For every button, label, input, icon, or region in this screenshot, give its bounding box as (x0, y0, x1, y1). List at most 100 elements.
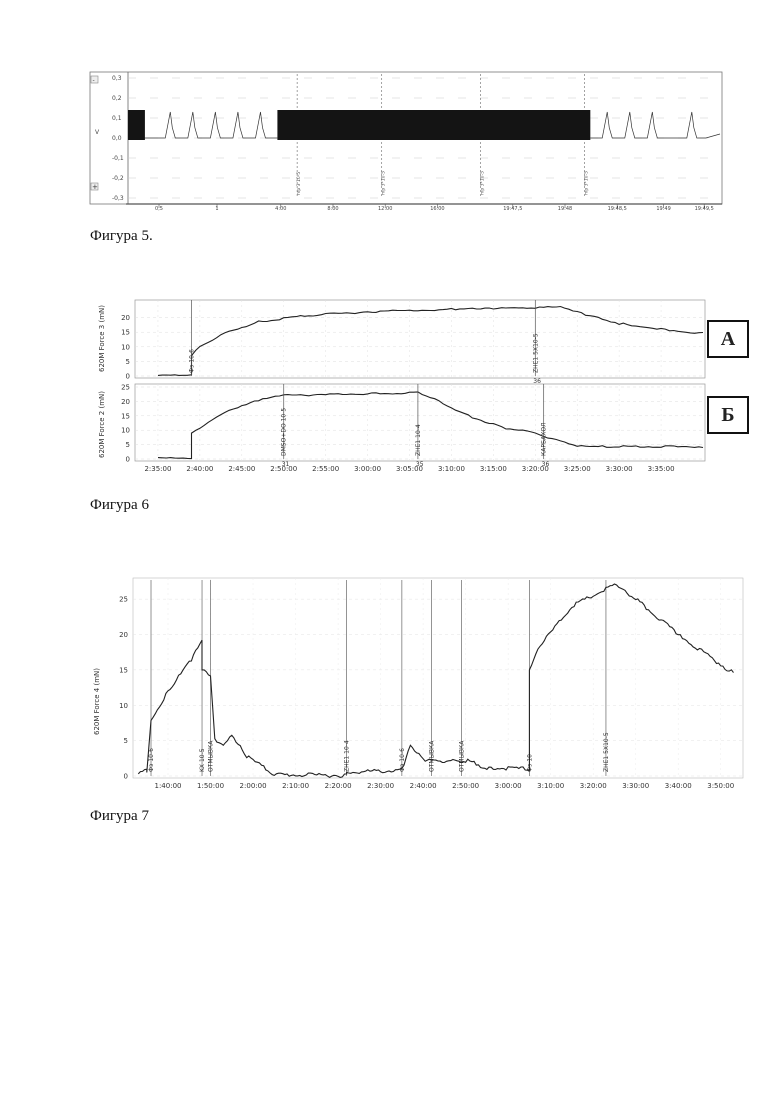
annotation-label: ОТМЫВКА (429, 740, 436, 772)
figure7-frame (133, 578, 743, 778)
figure7-caption: Фигура 7 (90, 808, 149, 825)
marker-label: mp 3*10-5 (584, 171, 590, 195)
figure6-ytick-labels: 051015200510152025 (121, 314, 130, 463)
ytick-label: 0 (124, 773, 128, 781)
xtick-label: 2:00:00 (240, 782, 267, 790)
figure6-panel-a-ylabel: 620M Force 3 (mN) (98, 305, 106, 372)
xtick-label: 3:30:00 (622, 782, 649, 790)
ytick-label: -0,3 (112, 195, 124, 202)
xtick-label: 3:20:00 (580, 782, 607, 790)
marker-label: mp 3*10-5 (381, 171, 387, 195)
annotation-label: Фэ 10-6 (189, 349, 196, 373)
xtick-label: 3:25:00 (564, 465, 591, 473)
marker-label: mp 3*10-5 (479, 171, 485, 195)
xtick-label: 3:00:00 (495, 782, 522, 790)
xtick-label: 3:10:00 (537, 782, 564, 790)
dense-block (128, 110, 145, 140)
xtick-label: 1:40:00 (155, 782, 182, 790)
annotation-number: 36 (533, 378, 541, 385)
figure6-panel-b-trace (158, 392, 703, 459)
xtick-label: 2:10:00 (282, 782, 309, 790)
xtick-label: 2:20:00 (325, 782, 352, 790)
xtick-label: 1 (215, 206, 218, 212)
ytick-label: -0,2 (112, 175, 124, 182)
xtick-label: 3:20:00 (522, 465, 549, 473)
ytick-label: -0,1 (112, 155, 124, 162)
annotation-label: ОТМЫВКА (208, 740, 215, 772)
annotation-label: ZHE1 5X10-5 (603, 732, 610, 772)
dense-block (277, 110, 590, 140)
ytick-label: 25 (119, 596, 128, 604)
xtick-label: 16:00 (430, 206, 444, 212)
ytick-label: 5 (126, 358, 130, 366)
ytick-label: 0,0 (112, 135, 122, 142)
figure6-panel-a-frame (135, 300, 705, 378)
xtick-label: 3:50:00 (707, 782, 734, 790)
xtick-label: 3:05:00 (396, 465, 423, 473)
ytick-label: 0 (126, 456, 130, 464)
xtick-label: 2:30:00 (367, 782, 394, 790)
figure7-annotations: Фэ 10-6KX 10-5ОТМЫВКАZHE1 10-4Фэ 10-6ОТМ… (148, 580, 610, 776)
marker-label: mp 3 10-5 (296, 172, 302, 195)
xtick-label: 2:40:00 (186, 465, 213, 473)
figure7-xtick-labels: 1:40:00 1:50:00 2:00:00 2:10:00 2:20:00 2:30:… (155, 782, 735, 790)
annotation-label: KX 10-5 (199, 748, 206, 772)
xtick-label: 4:00 (275, 206, 286, 212)
figure6-panel-a-letter: А (707, 320, 749, 358)
annotation-label: Фэ 10-6 (148, 748, 155, 772)
xtick-label: 8:00 (327, 206, 338, 212)
figure5-chart: V 0,30,20,10,0-0,1-0,2-0,3 - + mp 3 10-5… (90, 72, 722, 212)
figure7-ylabel: 620M Force 4 (mN) (93, 668, 101, 735)
xtick-label: 2:50:00 (270, 465, 297, 473)
annotation-label: КАРБАХОЛ (541, 422, 548, 456)
figure6-panel-a-trace (158, 307, 703, 376)
xtick-label: 2:40:00 (410, 782, 437, 790)
annotation-label: DMSO+DO 10-5 (281, 408, 288, 456)
figure6-panel-b-letter: Б (707, 396, 749, 434)
ytick-label: 5 (124, 737, 128, 745)
annotation-label: ZHE1 5X10-5 (532, 333, 539, 373)
xtick-label: 3:00:00 (354, 465, 381, 473)
xtick-label: 3:15:00 (480, 465, 507, 473)
ytick-label: 20 (121, 398, 130, 406)
annotation-label: ОТМЫВКА (458, 740, 465, 772)
annotation-label: ZHE1 10-4 (344, 740, 351, 772)
xtick-label: 3:30:00 (606, 465, 633, 473)
xtick-label: 19:48,5 (608, 206, 627, 212)
figure7-trace (138, 584, 733, 777)
figure5-plus-label: + (92, 183, 98, 191)
annotation-label: ZHE1 10-4 (415, 424, 422, 456)
figure5-ylabel: V (95, 129, 100, 136)
xtick-label: 12:00 (378, 206, 392, 212)
figure7-grid (133, 578, 743, 778)
ytick-label: 0,1 (112, 115, 122, 122)
figure5-caption: Фигура 5. (90, 228, 153, 245)
xtick-label: 19:47,5 (503, 206, 522, 212)
xtick-label: 2:55:00 (312, 465, 339, 473)
figure6-chart: 620M Force 3 (mN) 620M Force 2 (mN) 0 5 10… (98, 300, 705, 473)
ytick-label: 10 (121, 427, 130, 435)
ytick-label: 10 (121, 343, 130, 351)
ytick-label: 0,3 (112, 75, 122, 82)
figure5-xtick-labels: 0,514:008:0012:0016:0019:47,519:4819:48,… (155, 204, 714, 212)
ytick-label: 20 (119, 631, 128, 639)
figure6-panel-b-ylabel: 620M Force 2 (mN) (98, 391, 106, 458)
xtick-label: 19:49 (656, 206, 670, 212)
xtick-label: 1:50:00 (197, 782, 224, 790)
figure6-xtick-labels: 2:35:002:40:002:45:002:50:002:55:003:00:… (144, 465, 674, 473)
ytick-label: 15 (121, 329, 130, 337)
xtick-label: 2:45:00 (228, 465, 255, 473)
xtick-label: 19:49,5 (695, 206, 714, 212)
ytick-label: 25 (121, 384, 130, 392)
ytick-label: 15 (119, 666, 128, 674)
xtick-label: 3:35:00 (648, 465, 675, 473)
xtick-label: 19:48 (558, 206, 572, 212)
ytick-label: 5 (126, 441, 130, 449)
ytick-label: 0 (126, 373, 130, 381)
ytick-label: 15 (121, 412, 130, 420)
ytick-label: 0,2 (112, 95, 122, 102)
figure7-chart: 620M Force 4 (mN) 0510152025 Фэ 10-6KX 1… (93, 578, 743, 790)
xtick-label: 3:10:00 (438, 465, 465, 473)
figure7-ytick-labels: 0510152025 (119, 596, 128, 781)
